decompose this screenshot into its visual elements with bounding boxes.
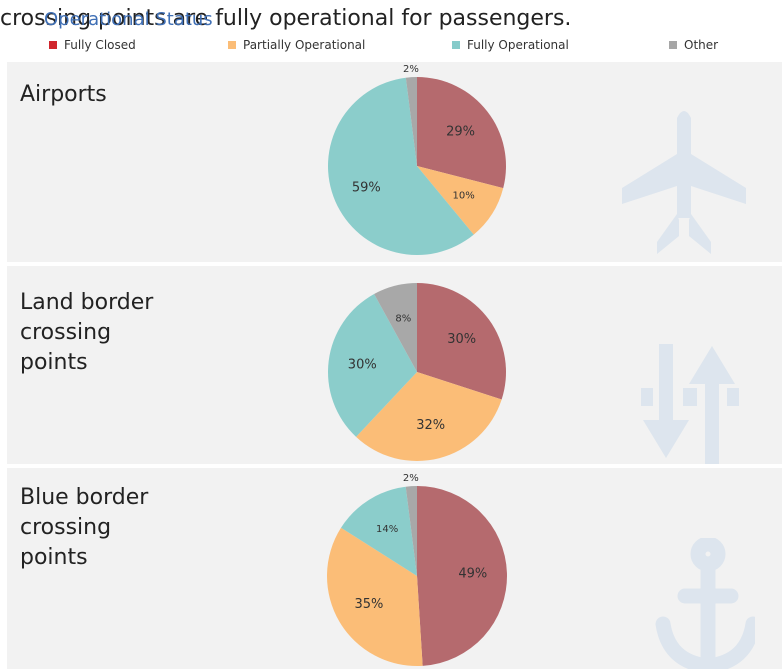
pie-slice-other — [374, 283, 417, 372]
pie-slice-fully-closed — [417, 77, 506, 189]
anchor-icon — [655, 538, 755, 669]
panel-title: Land border crossing points — [20, 290, 154, 375]
up-down-arrows-icon — [641, 344, 739, 464]
legend-item-other: Other — [669, 38, 718, 52]
land-border-panel: Land border crossing points 30% 32% 30% 8% — [7, 266, 782, 464]
airports-pie-chart: 29% 10% 59% 2% — [328, 64, 506, 256]
legend-item-fully-closed: Fully Closed — [49, 38, 136, 52]
legend-label: Fully Operational — [467, 38, 569, 52]
legend-swatch — [669, 41, 677, 49]
blue-border-pie-chart: 49% 35% 14% 2% — [327, 473, 507, 666]
slice-label-other: 8% — [395, 314, 411, 325]
header-text: crossing points are fully operational fo… — [0, 6, 572, 31]
slice-label-partially-operational: 10% — [452, 191, 474, 202]
slice-label-fully-operational: 30% — [348, 358, 377, 373]
legend-item-fully-operational: Fully Operational — [452, 38, 569, 52]
slice-label-fully-operational: 59% — [352, 180, 381, 195]
pie-slice-other — [405, 486, 417, 576]
legend-label: Other — [684, 38, 719, 52]
panel-title: Airports — [20, 82, 107, 107]
legend-swatch — [452, 41, 460, 49]
legend: Fully Closed Partially Operational Fully… — [0, 36, 782, 58]
legend-title: Operational Status — [44, 9, 213, 30]
pie-slice-fully-closed — [417, 283, 506, 400]
legend-label: Fully Closed — [64, 38, 136, 52]
pie-slice-partially-operational — [417, 166, 504, 235]
pie-slice-fully-closed — [417, 486, 507, 666]
slice-label-partially-operational: 32% — [416, 418, 445, 433]
airplane-icon — [622, 111, 746, 254]
slice-label-fully-operational: 14% — [376, 524, 398, 535]
blue-border-panel: Blue border crossing points 49% 35% 14% 2% — [7, 468, 782, 669]
panel-title: Blue border crossing points — [20, 485, 149, 570]
land-border-pie-chart: 30% 32% 30% 8% — [328, 283, 506, 461]
slice-label-other: 2% — [403, 473, 419, 484]
pie-slice-partially-operational — [356, 372, 502, 461]
legend-swatch — [49, 41, 57, 49]
airports-panel: Airports 29% 10% 59% 2% — [7, 62, 782, 262]
pie-slice-fully-operational — [328, 294, 417, 437]
pie-slice-other — [405, 77, 417, 166]
slice-label-fully-closed: 29% — [446, 125, 475, 140]
legend-label: Partially Operational — [243, 38, 366, 52]
slice-label-other: 2% — [403, 64, 419, 75]
pie-slice-fully-operational — [328, 77, 474, 256]
slice-label-fully-closed: 30% — [447, 332, 476, 347]
legend-swatch — [228, 41, 236, 49]
slice-label-partially-operational: 35% — [355, 597, 384, 612]
pie-slice-fully-operational — [341, 486, 417, 576]
pie-slice-partially-operational — [327, 527, 423, 666]
slice-label-fully-closed: 49% — [458, 567, 487, 582]
legend-item-partially-operational: Partially Operational — [228, 38, 365, 52]
